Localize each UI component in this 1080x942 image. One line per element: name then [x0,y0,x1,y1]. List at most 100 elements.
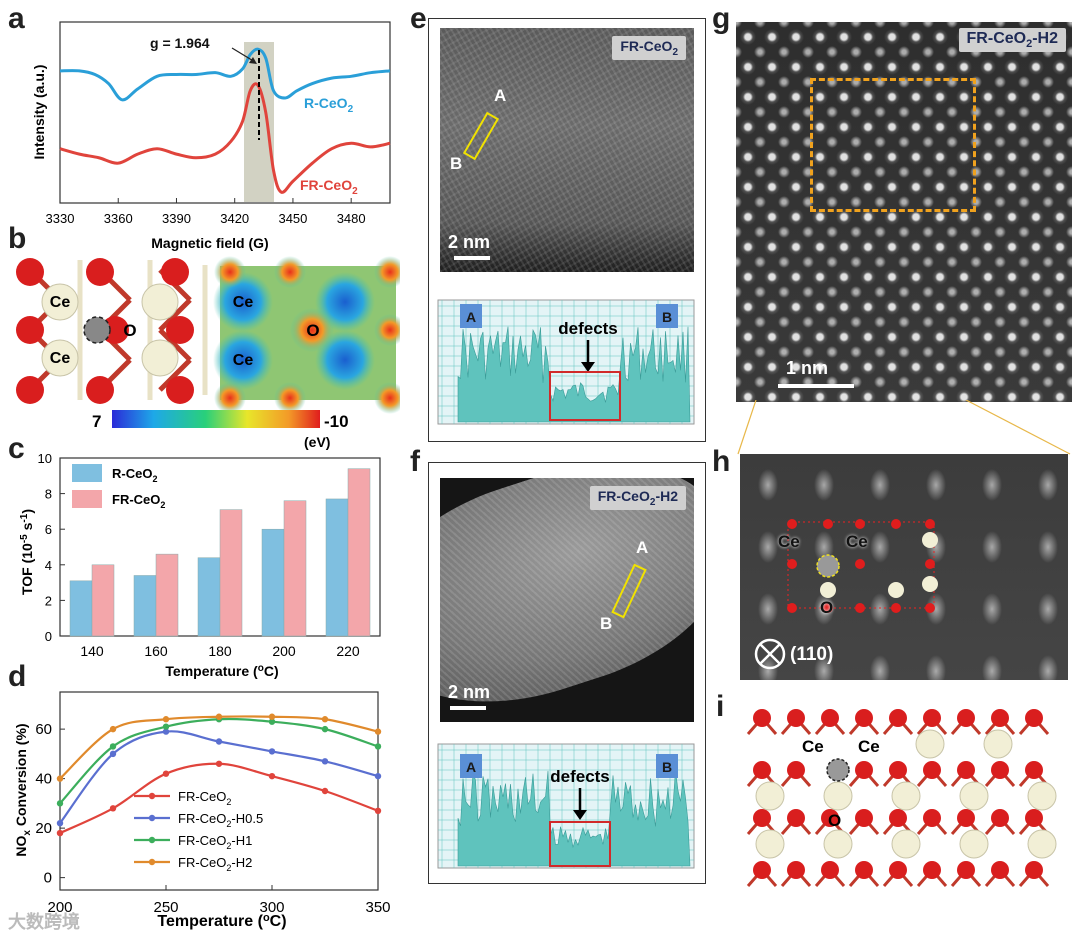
profile-start-badge [460,754,482,778]
tem-image-f: FR-CeO2-H2 A B 2 nm [440,478,694,722]
x-tick-label: 3420 [220,211,249,226]
defects-arrowhead [573,810,587,820]
d-xlabel: Temperature (oC) [157,912,286,930]
zone-axis-label: (110) [790,644,834,665]
colorbar-min: 7 [92,412,101,431]
panel-letter-a: a [8,2,25,35]
o-atom [821,861,839,879]
data-point [215,738,223,745]
panel-letter-c: c [8,432,25,465]
ce-atom [891,781,921,811]
ce-atom [823,829,853,859]
panel-letter-i: i [716,690,725,723]
intensity-profile [457,326,691,423]
data-point [268,772,276,780]
legend-label: FR-CeO2 [178,789,231,807]
legend-marker [148,858,156,866]
o-atom [821,809,839,827]
zoom-region [810,78,976,212]
line-scan-box [462,111,500,161]
data-point [268,748,276,755]
data-point [268,713,276,720]
data-point [215,713,223,720]
y-tick-label: 40 [35,771,52,788]
data-point [374,772,382,780]
o-atom [787,761,805,779]
bar-r-ceo2-220 [325,498,349,637]
x-tick-label: 220 [336,643,360,659]
series-line-3 [59,715,379,780]
data-point [162,770,170,777]
panel-letter-d: d [8,660,27,693]
colorbar-unit: (eV) [304,434,330,450]
series-r-ceo2 [59,47,391,102]
scale-label: 2 nm [448,232,491,252]
bar-r-ceo2-140 [69,580,93,637]
ce-atom [755,829,785,859]
y-tick-label: 0 [45,629,52,644]
legend-label: FR-CeO2-H2 [178,855,252,873]
panel-letter-e: e [410,2,427,35]
profile-start-label: A [466,759,476,775]
data-point [374,743,382,750]
x-tick-label: 200 [272,643,296,659]
ce-atom [959,829,989,859]
bar-r-ceo2-180 [197,557,221,637]
x-tick-label: 160 [144,643,168,659]
data-point [162,723,170,730]
o-label: O [820,598,834,617]
legend: R-CeO2 FR-CeO2 [72,464,165,510]
zoom-connectors [737,400,1071,455]
o-atom [991,761,1009,779]
o-atom [855,761,873,779]
axes-frame [59,21,391,204]
o-atom [86,258,114,286]
ce-label: Ce [858,737,880,756]
d-ylabel: NOx Conversion (%) [13,723,33,856]
c-ylabel: TOF (10-5 s-1) [19,509,35,595]
axes-frame [59,691,379,891]
y-tick-label: 2 [45,593,52,608]
data-point [109,743,117,750]
legend-swatch-fr [72,490,102,508]
y-tick-label: 0 [44,870,52,887]
legend-r: R-CeO2 [112,466,157,484]
zone-axis-symbol [754,638,786,670]
data-point [56,819,64,827]
panel-i-structure: Ce Ce O [746,709,1057,887]
panel-e-line-profile: A B defects [437,299,695,425]
haadf-image-h: Ce Ce O (110) [740,454,1068,680]
legend-marker [148,792,156,800]
label-fr-ceo2: FR-CeO2 [300,177,358,197]
haadf-image-g: FR-CeO2-H2 1 nm [736,22,1072,402]
o-label: O [123,321,136,340]
o-atom [753,709,771,727]
a-xlabel: Magnetic field (G) [151,235,268,251]
data-point [162,728,170,735]
scan-end-label: B [450,154,463,173]
defects-arrowhead [581,362,595,372]
panel-d-nox-chart: 200 250 300 350 0 20 40 60 FR-CeO2 FR-CeO2-H0.5 F… [13,691,391,930]
x-tick-label: 3360 [104,211,133,226]
o-atom [855,809,873,827]
scale-label: 1 nm [786,358,829,378]
data-point [268,718,276,725]
x-tick-label: 3330 [46,211,75,226]
profile-start-badge [460,304,482,328]
annotation-arrow [231,47,256,63]
colorbar [112,410,320,428]
o-atom [161,258,189,286]
o-label: O [306,321,319,340]
bar-r-ceo2-200 [261,528,285,637]
data-point [321,758,329,765]
colorbar-max: -10 [324,412,349,431]
ce-label: Ce [233,294,254,311]
y-tick-label: 60 [35,721,52,738]
o-atom [16,258,44,286]
ce-label: Ce [778,532,800,551]
ce-atom [141,339,179,377]
defects-label: defects [550,767,610,786]
scan-start-label: A [494,86,507,105]
panel-letter-h: h [712,445,731,478]
bar-fr-ceo2-180 [219,509,243,637]
